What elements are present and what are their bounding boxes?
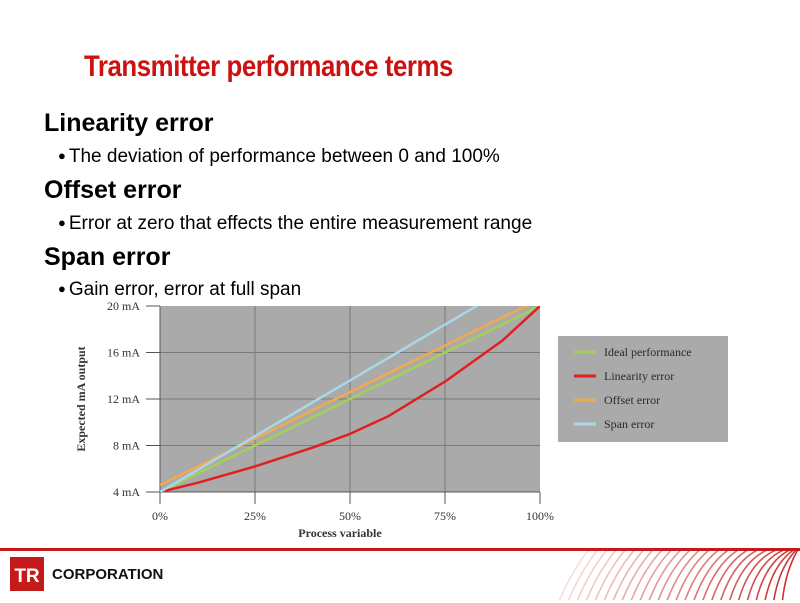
swirl-stroke	[693, 551, 729, 600]
bullet-text: Error at zero that effects the entire me…	[68, 213, 533, 234]
swirl-stroke	[567, 551, 598, 600]
swirl-stroke	[729, 551, 767, 600]
bullet-offset-error: ● Error at zero that effects the entire m…	[58, 213, 532, 235]
bullet-dot-icon: ●	[58, 148, 66, 163]
swirl-stroke	[781, 551, 799, 600]
footer-graphic: TR CORPORATION	[10, 551, 799, 600]
transmitter-chart: 0% 25% 50% 75% 100% 4 mA 8 mA 12 mA 16 mA 20 mA Pr…	[70, 298, 750, 548]
swirl-stroke	[639, 551, 672, 600]
swirl-stroke	[773, 551, 797, 600]
legend-label-1: Linearity error	[604, 369, 674, 383]
swirl-stroke	[666, 551, 700, 600]
y-axis-label: Expected mA output	[74, 346, 88, 451]
swirl-stroke	[603, 551, 635, 600]
swirl-stroke	[558, 551, 589, 600]
y-tick-label: 20 mA	[107, 299, 140, 313]
swirl-stroke	[684, 551, 719, 600]
swirl-stroke	[737, 551, 776, 600]
heading-linearity-error: Linearity error	[44, 109, 214, 137]
swirl-stroke	[746, 551, 784, 600]
swirl-stroke	[648, 551, 682, 600]
x-axis-label: Process variable	[298, 526, 382, 540]
swirl-stroke	[657, 551, 691, 600]
x-tick-label: 50%	[339, 509, 361, 523]
swirl-stroke	[585, 551, 617, 600]
heading-offset-error: Offset error	[44, 176, 182, 204]
x-tick-label: 100%	[526, 509, 554, 523]
x-tick-label: 25%	[244, 509, 266, 523]
x-tick-label: 75%	[434, 509, 456, 523]
y-tick-label: 4 mA	[113, 485, 140, 499]
bullet-text: Gain error, error at full span	[68, 279, 302, 300]
heading-span-error: Span error	[44, 243, 171, 271]
logo-square	[10, 557, 44, 591]
swirl-stroke	[621, 551, 654, 600]
company-name: CORPORATION	[52, 566, 163, 583]
series-line-3	[160, 306, 480, 492]
y-tick-label: 8 mA	[113, 439, 140, 453]
slide-title: Transmitter performance terms	[84, 50, 453, 83]
footer-swirl-decoration	[558, 551, 799, 600]
swirl-stroke	[576, 551, 608, 600]
bullet-dot-icon: ●	[58, 215, 66, 230]
y-tick-label: 16 mA	[107, 346, 140, 360]
bullet-text: The deviation of performance between 0 a…	[68, 146, 500, 167]
chart-svg: 0% 25% 50% 75% 100% 4 mA 8 mA 12 mA 16 mA 20 mA Pr…	[74, 299, 728, 540]
swirl-stroke	[612, 551, 644, 600]
legend-label-0: Ideal performance	[604, 345, 692, 359]
logo-letters: TR	[14, 566, 40, 587]
series-line-1	[160, 306, 540, 492]
bullet-dot-icon: ●	[58, 281, 66, 296]
y-tick-label: 12 mA	[107, 392, 140, 406]
bullet-linearity-error: ● The deviation of performance between 0 …	[58, 146, 500, 168]
swirl-stroke	[720, 551, 758, 600]
legend-label-2: Offset error	[604, 393, 660, 407]
legend-label-3: Span error	[604, 417, 654, 431]
series-line-0	[160, 306, 540, 492]
swirl-stroke	[702, 551, 739, 600]
swirl-stroke	[594, 551, 626, 600]
footer-bar: TR CORPORATION	[0, 548, 800, 603]
swirl-stroke	[755, 551, 790, 600]
bullet-span-error: ● Gain error, error at full span	[58, 279, 301, 301]
x-tick-label: 0%	[152, 509, 168, 523]
swirl-stroke	[711, 551, 748, 600]
swirl-stroke	[764, 551, 794, 600]
swirl-stroke	[630, 551, 663, 600]
swirl-stroke	[675, 551, 710, 600]
